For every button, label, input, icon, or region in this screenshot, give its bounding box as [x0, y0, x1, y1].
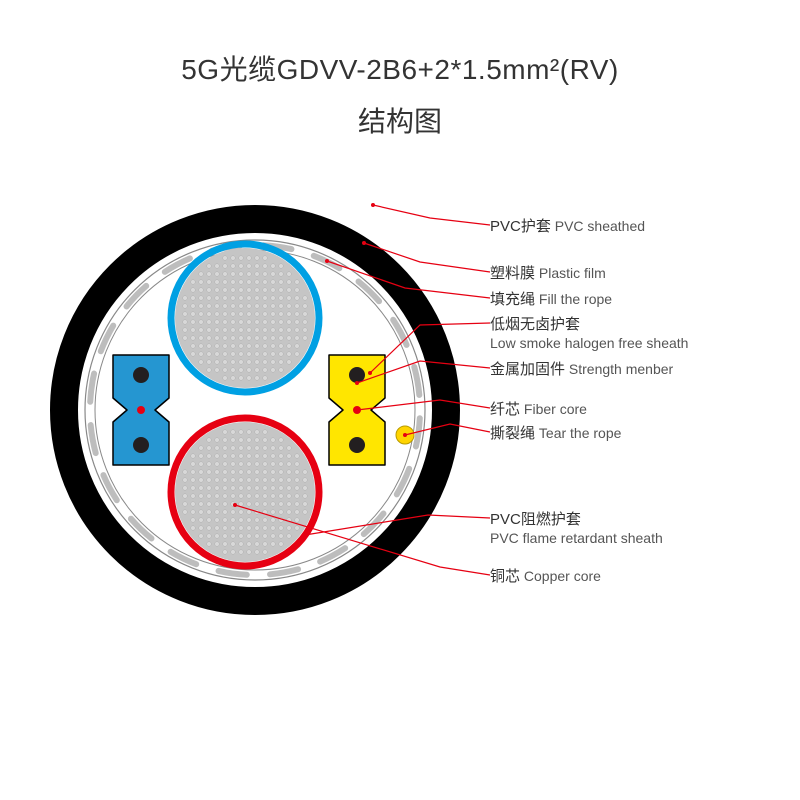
label-text: 纤芯 Fiber core [490, 398, 587, 419]
label-text: 低烟无卤护套 [490, 313, 688, 334]
label-en: Strength menber [565, 361, 673, 377]
label-en-line2: Low smoke halogen free sheath [490, 335, 688, 351]
label-en: PVC sheathed [551, 218, 645, 234]
label-row: 铜芯 Copper core [490, 565, 601, 586]
page-subtitle: 结构图 [358, 100, 442, 140]
label-row: 低烟无卤护套 Low smoke halogen free sheath [490, 313, 688, 351]
label-zh: PVC护套 [490, 218, 551, 235]
label-row: 塑料膜 Plastic film [490, 262, 606, 283]
label-text: 填充绳 Fill the rope [490, 288, 612, 309]
label-row: 填充绳 Fill the rope [490, 288, 612, 309]
label-zh: 金属加固件 [490, 361, 565, 378]
label-zh: 塑料膜 [490, 265, 535, 282]
label-row: PVC护套 PVC sheathed [490, 215, 645, 236]
label-zh: PVC阻燃护套 [490, 511, 581, 528]
label-en: Fill the rope [535, 291, 612, 307]
label-text: 塑料膜 Plastic film [490, 262, 606, 283]
label-en: Fiber core [520, 401, 587, 417]
label-en: Tear the rope [535, 425, 621, 441]
label-en-line2: PVC flame retardant sheath [490, 530, 663, 546]
label-row: 撕裂绳 Tear the rope [490, 422, 621, 443]
label-zh: 撕裂绳 [490, 425, 535, 442]
label-en: Plastic film [535, 265, 606, 281]
label-zh: 纤芯 [490, 401, 520, 418]
label-text: PVC护套 PVC sheathed [490, 215, 645, 236]
label-row: PVC阻燃护套 PVC flame retardant sheath [490, 508, 663, 546]
label-text: 金属加固件 Strength menber [490, 358, 673, 379]
label-text: 铜芯 Copper core [490, 565, 601, 586]
label-text: 撕裂绳 Tear the rope [490, 422, 621, 443]
label-zh: 低烟无卤护套 [490, 316, 580, 333]
label-row: 纤芯 Fiber core [490, 398, 587, 419]
page-title: 5G光缆GDVV-2B6+2*1.5mm²(RV) [181, 48, 619, 88]
cable-diagram [45, 200, 465, 620]
label-en: Copper core [520, 568, 601, 584]
label-zh: 填充绳 [490, 291, 535, 308]
label-text: PVC阻燃护套 [490, 508, 663, 529]
label-row: 金属加固件 Strength menber [490, 358, 673, 379]
label-zh: 铜芯 [490, 568, 520, 585]
